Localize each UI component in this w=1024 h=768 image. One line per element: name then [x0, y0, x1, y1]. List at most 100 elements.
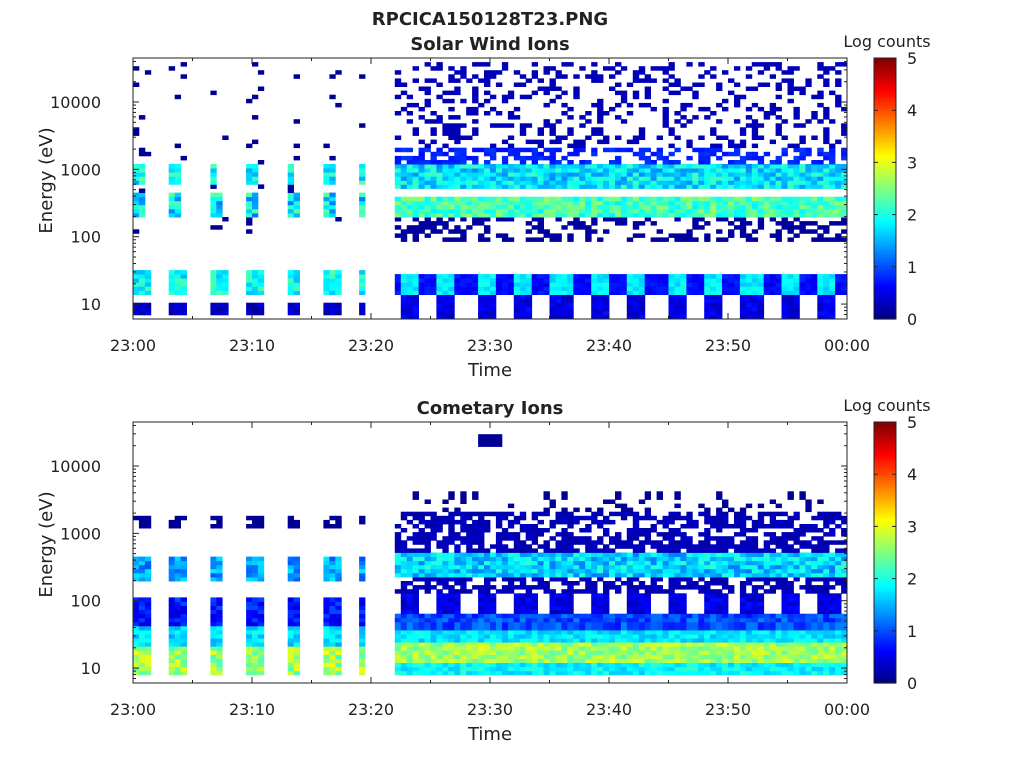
heatmap-cell	[555, 274, 562, 279]
heatmap-cell	[252, 115, 259, 120]
colorbar-swatch	[874, 149, 896, 153]
heatmap-cell	[406, 196, 413, 202]
heatmap-cell	[287, 172, 294, 177]
heatmap-cell	[484, 184, 491, 189]
heatmap-cell	[549, 294, 556, 299]
heatmap-cell	[632, 630, 640, 635]
colorbar-swatch	[874, 94, 896, 98]
heatmap-cell	[734, 102, 741, 108]
heatmap-cell	[686, 630, 693, 635]
heatmap-cell	[555, 605, 562, 610]
heatmap-cell	[799, 278, 806, 283]
heatmap-cell	[525, 155, 533, 161]
colorbar-tick-label: 0	[907, 310, 917, 329]
heatmap-cell	[484, 82, 491, 87]
heatmap-cell	[424, 662, 431, 668]
heatmap-cell	[466, 638, 473, 643]
heatmap-cell	[466, 621, 473, 627]
heatmap-cell	[793, 200, 800, 206]
heatmap-cell	[591, 74, 598, 79]
heatmap-cell	[329, 634, 336, 639]
heatmap-cell	[466, 654, 473, 659]
heatmap-cell	[745, 155, 753, 161]
heatmap-cell	[525, 625, 533, 631]
heatmap-cell	[769, 111, 776, 116]
heatmap-cell	[400, 282, 408, 287]
heatmap-cell	[436, 208, 443, 214]
heatmap-cell	[704, 180, 711, 185]
heatmap-cell	[597, 540, 604, 545]
heatmap-cell	[495, 213, 503, 218]
heatmap-cell	[525, 164, 533, 169]
heatmap-cell	[680, 290, 687, 295]
heatmap-cell	[430, 536, 437, 541]
heatmap-cell	[138, 172, 146, 177]
heatmap-cell	[591, 621, 598, 627]
heatmap-cell	[734, 278, 741, 283]
heatmap-cell	[537, 519, 544, 525]
heatmap-cell	[668, 278, 675, 283]
heatmap-cell	[597, 634, 604, 639]
heatmap-cell	[436, 229, 443, 234]
heatmap-cell	[210, 630, 217, 635]
heatmap-cell	[406, 94, 413, 100]
heatmap-cell	[585, 670, 592, 676]
heatmap-cell	[537, 568, 544, 574]
heatmap-cell	[329, 176, 336, 181]
heatmap-cell	[472, 646, 479, 651]
heatmap-cell	[501, 625, 509, 631]
colorbar-swatch	[874, 86, 896, 90]
heatmap-cell	[597, 601, 604, 606]
heatmap-cell	[484, 605, 491, 610]
heatmap-cell	[722, 204, 729, 210]
heatmap-cell	[680, 658, 687, 663]
heatmap-cell	[674, 613, 681, 619]
heatmap-cell	[394, 564, 402, 570]
heatmap-cell	[478, 434, 485, 439]
heatmap-cell	[555, 552, 562, 557]
heatmap-cell	[662, 552, 669, 557]
heatmap-cell	[531, 213, 538, 218]
heatmap-cell	[519, 127, 527, 132]
heatmap-cell	[168, 609, 176, 615]
heatmap-cell	[454, 196, 461, 202]
heatmap-cell	[448, 495, 455, 500]
heatmap-cell	[400, 613, 408, 619]
heatmap-cell	[597, 208, 604, 214]
heatmap-cell	[787, 66, 794, 71]
heatmap-cell	[751, 278, 759, 283]
heatmap-cell	[525, 298, 533, 304]
heatmap-cell	[412, 666, 419, 672]
heatmap-cell	[412, 204, 419, 210]
heatmap-cell	[495, 650, 503, 655]
heatmap-cell	[793, 143, 800, 149]
heatmap-cell	[507, 532, 515, 537]
heatmap-cell	[829, 196, 836, 202]
heatmap-cell	[674, 568, 681, 574]
heatmap-cell	[549, 160, 556, 165]
heatmap-cell	[543, 204, 550, 210]
heatmap-cell	[644, 625, 651, 631]
heatmap-cell	[751, 123, 759, 128]
heatmap-cell	[460, 147, 467, 153]
heatmap-cell	[567, 564, 574, 570]
heatmap-cell	[674, 310, 681, 316]
heatmap-cell	[632, 221, 640, 226]
heatmap-cell	[739, 274, 747, 279]
colorbar-swatch	[874, 63, 896, 67]
heatmap-cell	[692, 180, 699, 185]
heatmap-cell	[531, 237, 538, 242]
heatmap-cell	[448, 572, 455, 578]
heatmap-cell	[448, 78, 455, 83]
heatmap-cell	[632, 78, 640, 83]
heatmap-cell	[138, 515, 146, 521]
heatmap-cell	[442, 164, 449, 169]
heatmap-cell	[543, 589, 550, 594]
heatmap-cell	[293, 560, 300, 566]
heatmap-cell	[246, 601, 253, 606]
heatmap-cell	[448, 290, 455, 295]
heatmap-cell	[835, 290, 842, 295]
heatmap-cell	[555, 135, 562, 140]
heatmap-cell	[662, 524, 669, 529]
heatmap-cell	[644, 184, 651, 189]
